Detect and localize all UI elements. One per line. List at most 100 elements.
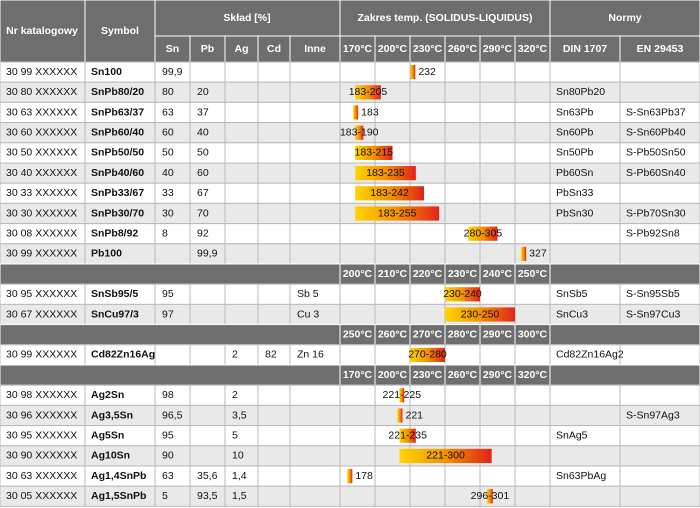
nr-text: 30 96 XXXXXX [6, 409, 77, 421]
cell [444, 404, 481, 427]
din-text: Sn60Pb [556, 126, 594, 138]
cell [514, 101, 551, 124]
header-label: Pb [201, 43, 214, 55]
cell [224, 344, 259, 366]
cell [444, 81, 481, 103]
range-label: 183-205 [349, 86, 388, 98]
nr-text: 30 05 XXXXXX [6, 490, 77, 502]
cell [549, 485, 621, 507]
cell [374, 122, 411, 144]
tick-label: 200°C [343, 268, 373, 280]
symbol-text: Ag1,4SnPb [91, 470, 146, 482]
cell [444, 142, 481, 164]
cell [514, 303, 551, 326]
ag-text: 2 [232, 389, 238, 401]
cell [374, 283, 411, 305]
din-text: Sn50Pb [556, 147, 594, 159]
cell [374, 465, 411, 487]
tick-label: 290°C [483, 328, 513, 340]
cell [339, 303, 376, 326]
tick-label: 290°C [483, 43, 513, 55]
nr-text: 30 67 XXXXXX [6, 308, 77, 320]
pb-text: 20 [197, 86, 209, 98]
cell [514, 142, 551, 164]
range-label: 183 [361, 106, 379, 118]
sn-text: 98 [162, 389, 174, 401]
tick-label: 230°C [448, 268, 478, 280]
range-label: 296-301 [471, 490, 510, 502]
en-text: S-Pb50Sn50 [626, 147, 686, 159]
pb-text: 70 [197, 207, 209, 219]
header-label: Zakres temp. (SOLIDUS-LIQUIDUS) [357, 12, 532, 24]
cell [514, 202, 551, 225]
section-band [0, 324, 341, 346]
cell [514, 465, 551, 487]
cell [257, 142, 291, 164]
cell [224, 122, 259, 144]
nr-text: 30 95 XXXXXX [6, 429, 77, 441]
header-label: EN 29453 [637, 43, 684, 55]
cell [514, 61, 551, 83]
header-label: Ag [235, 43, 249, 55]
cell [289, 182, 341, 204]
cell [514, 81, 551, 103]
symbol-text: SnPb50/50 [91, 147, 144, 159]
cell [289, 202, 341, 225]
cell [289, 243, 341, 265]
cell [444, 384, 481, 406]
cell [514, 445, 551, 467]
cell [514, 162, 551, 184]
symbol-text: SnCu97/3 [91, 308, 139, 320]
cell [289, 404, 341, 427]
cell [224, 81, 259, 103]
range-bar [521, 246, 527, 261]
header-label: Cd [267, 43, 281, 55]
ag-text: 2 [232, 349, 238, 361]
cell [289, 485, 341, 507]
cell [619, 344, 700, 366]
pb-text: 99,9 [197, 248, 218, 260]
tick-label: 170°C [343, 369, 373, 381]
range-label: 221-225 [383, 389, 422, 401]
ag-text: 10 [232, 450, 244, 462]
range-label: 183-235 [366, 167, 405, 179]
sn-text: 5 [162, 490, 168, 502]
range-bar [355, 85, 381, 100]
cell [444, 61, 481, 83]
cell [339, 404, 376, 427]
cell [257, 182, 291, 204]
cell [154, 243, 191, 265]
cell [257, 61, 291, 83]
tick-label: 200°C [378, 43, 408, 55]
cell [257, 101, 291, 124]
cell [479, 162, 516, 184]
cell [374, 485, 411, 507]
din-text: Sn63PbAg [556, 470, 606, 482]
range-bar [487, 489, 493, 504]
nr-text: 30 08 XXXXXX [6, 227, 77, 239]
cell [339, 384, 376, 406]
cell [619, 61, 700, 83]
range-bar [355, 166, 416, 181]
nr-text: 30 95 XXXXXX [6, 288, 77, 300]
cell [374, 303, 411, 326]
cell [257, 465, 291, 487]
range-bar [355, 206, 440, 221]
range-bar [445, 307, 515, 322]
nr-text: 30 99 XXXXXX [6, 66, 77, 78]
cell [549, 223, 621, 245]
cell [479, 81, 516, 103]
cell [189, 404, 226, 427]
symbol-text: SnPb63/37 [91, 106, 144, 118]
nr-text: 30 90 XXXXXX [6, 450, 77, 462]
tick-label: 260°C [448, 369, 478, 381]
cell [224, 61, 259, 83]
tick-label: 300°C [518, 328, 548, 340]
cell [374, 243, 411, 265]
din-text: SnSb5 [556, 288, 588, 300]
tick-label: 270°C [413, 328, 443, 340]
pb-text: 35,6 [197, 470, 218, 482]
en-text: S-Sn97Cu3 [626, 308, 680, 320]
cell [514, 425, 551, 447]
cell [444, 243, 481, 265]
